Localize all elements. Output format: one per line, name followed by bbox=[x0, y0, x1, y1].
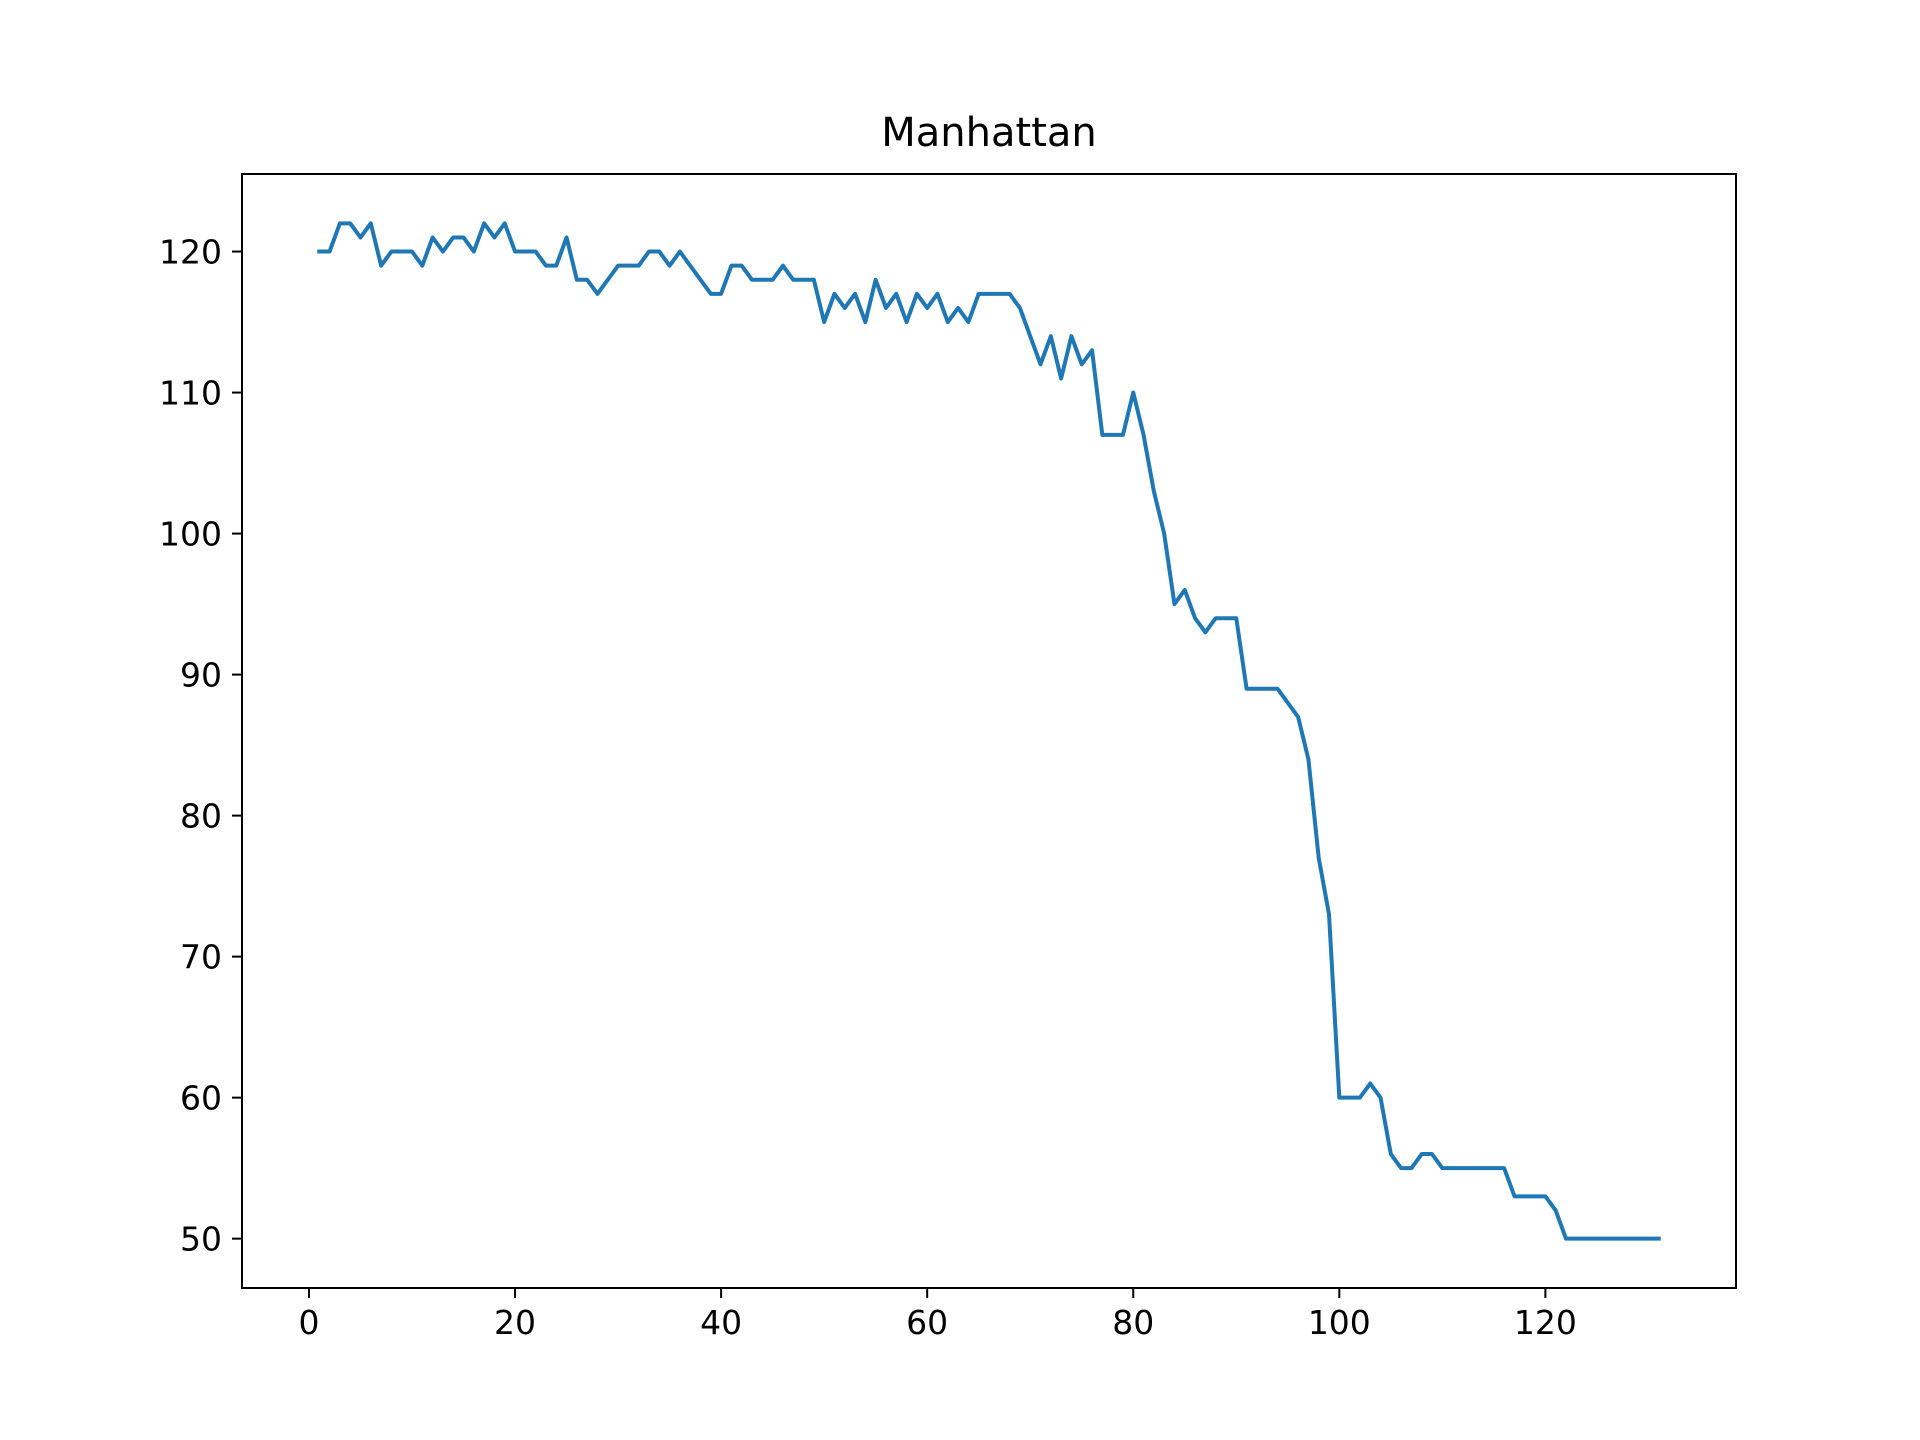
y-tick-label: 110 bbox=[159, 374, 222, 413]
x-tick-label: 40 bbox=[700, 1303, 742, 1342]
y-tick-label: 70 bbox=[180, 938, 222, 977]
x-tick-label: 120 bbox=[1514, 1303, 1577, 1342]
y-tick-label: 120 bbox=[159, 233, 222, 272]
x-tick-label: 100 bbox=[1308, 1303, 1371, 1342]
x-tick-label: 20 bbox=[494, 1303, 536, 1342]
y-tick-label: 90 bbox=[180, 656, 222, 695]
y-tick-label: 80 bbox=[180, 797, 222, 836]
axes-frame bbox=[241, 173, 1737, 1289]
plot-area bbox=[317, 221, 1661, 1241]
x-tick-label: 60 bbox=[906, 1303, 948, 1342]
y-tick-label: 100 bbox=[159, 515, 222, 554]
chart-title: Manhattan bbox=[881, 110, 1096, 156]
y-tick-label: 50 bbox=[180, 1220, 222, 1259]
axes: 0 20 40 60 80 100 120 50 60 70 80 90 100 110 120 bbox=[159, 173, 1737, 1342]
x-tick-label: 0 bbox=[298, 1303, 319, 1342]
x-tick-label: 80 bbox=[1112, 1303, 1154, 1342]
y-tick-label: 60 bbox=[180, 1079, 222, 1118]
series-line-0 bbox=[317, 221, 1661, 1241]
